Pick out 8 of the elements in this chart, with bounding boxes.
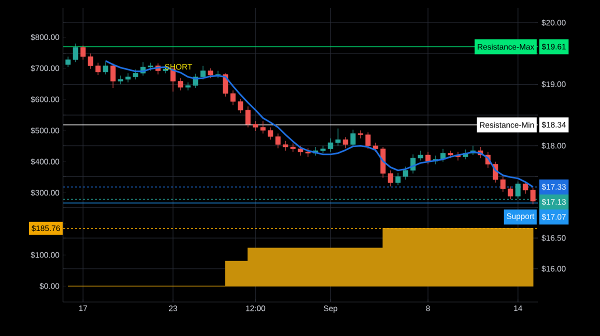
candlestick — [102, 62, 108, 75]
candlestick — [110, 63, 116, 88]
candlestick — [208, 68, 214, 78]
candlestick — [425, 152, 431, 165]
candlestick — [342, 136, 348, 149]
candlestick — [350, 129, 356, 148]
candlestick — [515, 181, 521, 199]
candlestick — [215, 70, 221, 78]
